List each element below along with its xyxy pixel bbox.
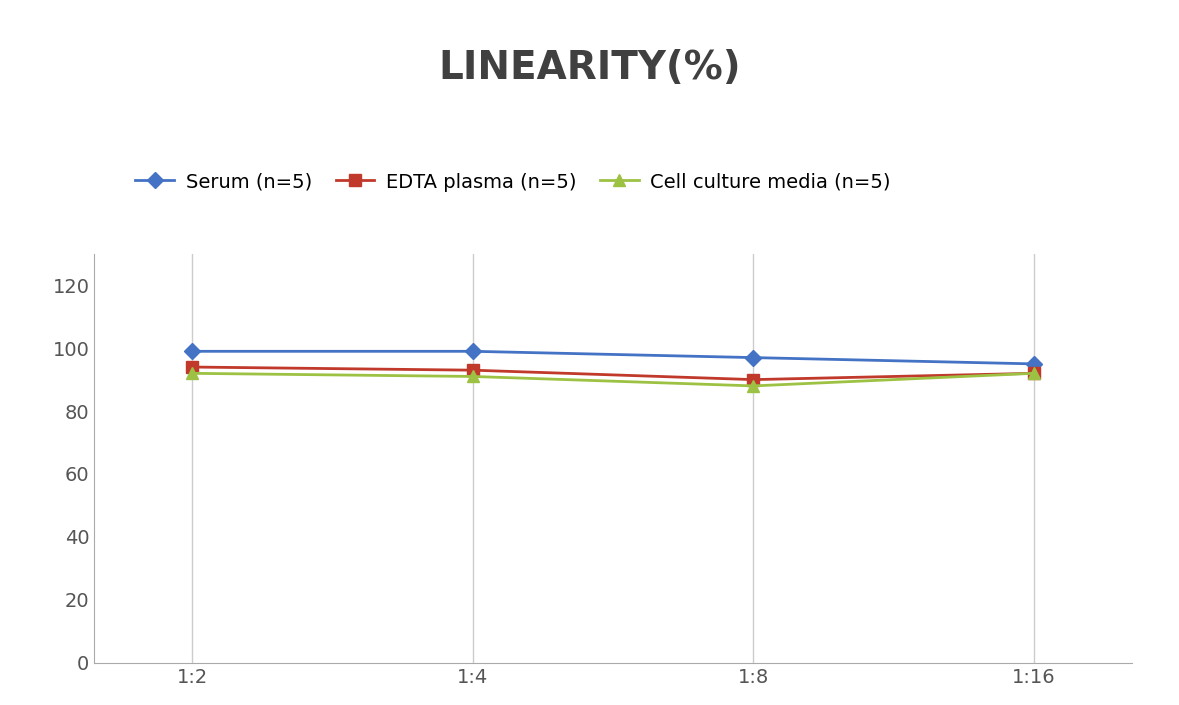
EDTA plasma (n=5) <box>1027 369 1041 378</box>
Cell culture media (n=5) <box>1027 369 1041 378</box>
Cell culture media (n=5) <box>746 381 760 390</box>
Serum (n=5) <box>746 353 760 362</box>
EDTA plasma (n=5) <box>746 375 760 384</box>
Serum (n=5) <box>1027 360 1041 368</box>
Text: LINEARITY(%): LINEARITY(%) <box>439 49 740 87</box>
EDTA plasma (n=5) <box>466 366 480 374</box>
Line: EDTA plasma (n=5): EDTA plasma (n=5) <box>187 362 1039 385</box>
Line: Cell culture media (n=5): Cell culture media (n=5) <box>187 368 1039 391</box>
Legend: Serum (n=5), EDTA plasma (n=5), Cell culture media (n=5): Serum (n=5), EDTA plasma (n=5), Cell cul… <box>127 165 898 200</box>
Line: Serum (n=5): Serum (n=5) <box>187 345 1039 369</box>
Serum (n=5) <box>466 347 480 355</box>
Serum (n=5) <box>185 347 199 355</box>
Cell culture media (n=5) <box>185 369 199 378</box>
Cell culture media (n=5) <box>466 372 480 381</box>
EDTA plasma (n=5) <box>185 363 199 372</box>
